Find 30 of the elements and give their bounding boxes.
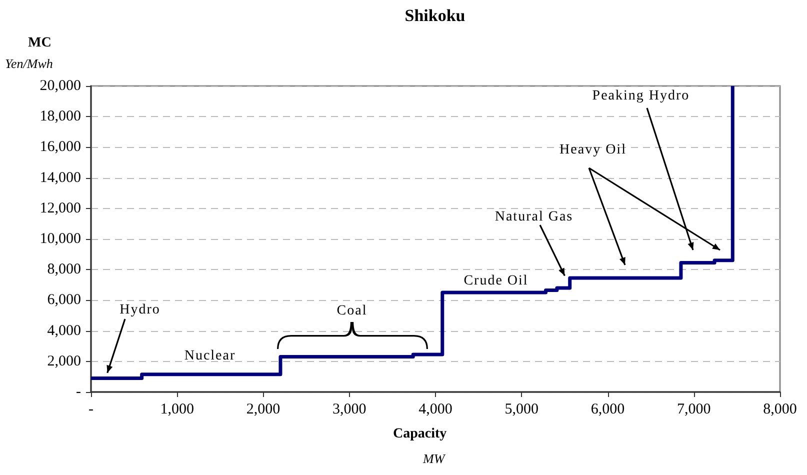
y-tick-label: 18,000 — [40, 108, 81, 125]
y-tick-label: 20,000 — [40, 78, 81, 94]
x-tick-label: - — [88, 402, 94, 418]
annotation: Crude Oil — [464, 274, 528, 288]
y-tick-label: 2,000 — [47, 353, 81, 370]
annotation: Heavy Oil — [560, 142, 626, 158]
y-tick-label: 6,000 — [47, 292, 81, 308]
y-tick-label: 16,000 — [40, 139, 81, 156]
x-tick-label: 4,000 — [418, 402, 452, 418]
annotation: Natural Gas — [494, 210, 574, 224]
y-tick-label: - — [76, 384, 81, 400]
x-tick-label: 2,000 — [246, 402, 280, 418]
annotation: Hydro — [120, 302, 160, 318]
y-tick-label: 10,000 — [40, 231, 81, 247]
y-tick-label: 12,000 — [40, 200, 81, 216]
y-tick-label: 4,000 — [47, 322, 81, 339]
y-tick-label: 14,000 — [40, 170, 81, 186]
x-tick-label: 1,000 — [160, 402, 194, 418]
x-tick-label: 7,000 — [677, 402, 711, 418]
chart-title: Shikoku — [404, 6, 466, 25]
y-axis-title: MC Yen/Mwh — [5, 36, 53, 71]
x-axis-title: Capacity MW — [393, 426, 447, 466]
x-tick-label: 6,000 — [590, 402, 625, 418]
annotation: Peaking Hydro — [592, 88, 690, 104]
annotation: Nuclear — [184, 348, 236, 364]
annotation: Coal — [336, 304, 368, 318]
x-tick-label: 8,000 — [763, 402, 797, 418]
x-tick-label: 5,000 — [504, 402, 538, 418]
y-tick-label: 8,000 — [47, 262, 81, 278]
x-tick-label: 3,000 — [332, 402, 366, 418]
